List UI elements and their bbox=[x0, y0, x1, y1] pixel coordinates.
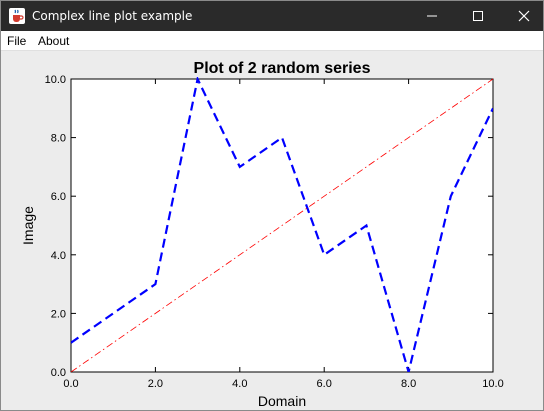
line-chart: Plot of 2 random series 0.0 2.0 4.0 6.0 8.0 1… bbox=[20, 60, 504, 409]
menu-file[interactable]: File bbox=[7, 34, 27, 48]
title-bar[interactable]: Complex line plot example bbox=[1, 1, 543, 31]
menu-about[interactable]: About bbox=[38, 34, 70, 48]
plot-panel: Plot of 2 random series 0.0 2.0 4.0 6.0 8.0 1… bbox=[1, 51, 543, 410]
java-cup-icon bbox=[9, 8, 25, 24]
x-tick-label: 8.0 bbox=[401, 378, 416, 390]
y-axis-label: Image bbox=[20, 206, 36, 245]
y-tick-label: 8.0 bbox=[51, 133, 66, 145]
series-diagonal-line bbox=[71, 78, 493, 372]
series-random-line bbox=[71, 77, 493, 372]
maximize-button[interactable] bbox=[455, 1, 501, 31]
y-tick-label: 4.0 bbox=[51, 250, 66, 262]
x-tick-label: 6.0 bbox=[317, 378, 332, 390]
close-button[interactable] bbox=[501, 1, 543, 31]
x-tick-label: 4.0 bbox=[232, 378, 247, 390]
minimize-button[interactable] bbox=[409, 1, 455, 31]
y-tick-label: 0.0 bbox=[51, 367, 66, 379]
x-axis-label: Domain bbox=[258, 393, 306, 409]
menu-bar: File About bbox=[1, 31, 543, 51]
chart-title: Plot of 2 random series bbox=[194, 60, 371, 77]
minimize-icon bbox=[427, 15, 437, 17]
y-tick-label: 6.0 bbox=[51, 191, 66, 203]
maximize-icon bbox=[473, 11, 483, 21]
y-tick-label: 2.0 bbox=[51, 308, 66, 320]
x-tick-label: 10.0 bbox=[482, 378, 503, 390]
window-title: Complex line plot example bbox=[32, 9, 193, 23]
x-tick-label: 2.0 bbox=[148, 378, 163, 390]
close-icon bbox=[518, 10, 530, 22]
x-tick-label: 0.0 bbox=[63, 378, 78, 390]
y-tick-label: 10.0 bbox=[45, 74, 66, 86]
